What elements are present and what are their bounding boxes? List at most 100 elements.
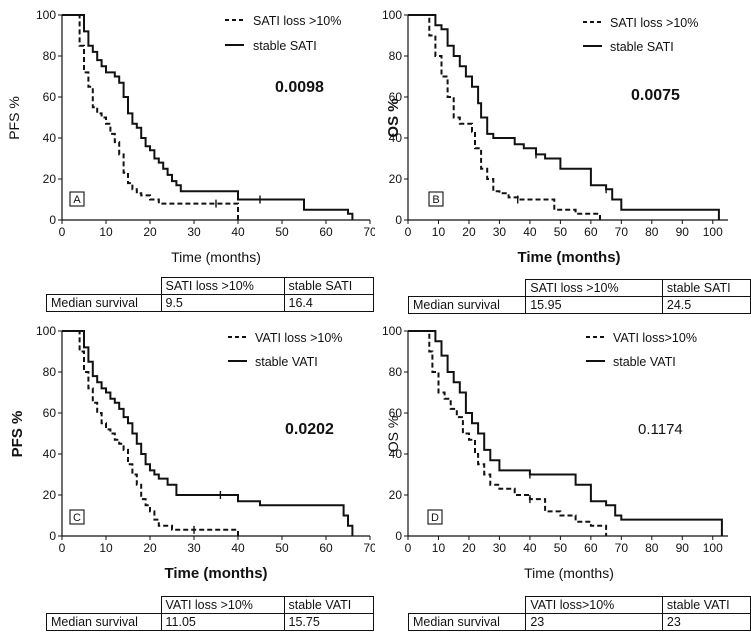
- km-panel-a: PFS % Time (months) 0.0098 SATI loss >10…: [6, 8, 375, 265]
- x-tick-label: 70: [615, 541, 629, 555]
- panel-label-box: [427, 509, 443, 525]
- table-header: SATI loss >10%: [160, 277, 285, 295]
- panel-label: B: [432, 194, 439, 206]
- x-tick-label: 50: [554, 541, 568, 555]
- x-tick-label: 90: [676, 225, 690, 239]
- table-row-label: Median survival: [46, 294, 162, 312]
- y-tick-label: 80: [389, 365, 403, 379]
- km-curve-dashed: [62, 330, 239, 536]
- y-tick-label: 80: [43, 49, 57, 63]
- x-tick-label: 30: [187, 541, 201, 555]
- x-tick-label: 60: [584, 225, 598, 239]
- x-tick-label: 50: [554, 225, 568, 239]
- x-tick-label: 20: [462, 225, 476, 239]
- x-tick-label: 40: [523, 225, 537, 239]
- legend-label-1: VATI loss>10%: [613, 331, 697, 345]
- x-tick-label: 80: [645, 541, 659, 555]
- x-tick-label: 70: [615, 225, 629, 239]
- table-header: SATI loss >10%: [525, 279, 663, 297]
- panel-label: A: [73, 194, 81, 206]
- x-tick-label: 10: [432, 541, 446, 555]
- y-axis-label: OS %: [385, 98, 402, 137]
- legend-label-1: VATI loss >10%: [255, 331, 342, 345]
- x-tick-label: 70: [363, 541, 375, 555]
- p-value: 0.0202: [285, 421, 334, 438]
- y-tick-label: 20: [389, 488, 403, 502]
- x-tick-label: 30: [493, 541, 507, 555]
- y-tick-label: 100: [36, 324, 56, 338]
- panel-label-box: [69, 509, 85, 525]
- y-tick-label: 0: [49, 213, 56, 227]
- legend-label-2: stable SATI: [610, 40, 674, 54]
- table-cell: 15.75: [283, 613, 374, 631]
- km-curve-solid: [62, 330, 354, 536]
- table-cell: 11.05: [160, 613, 285, 631]
- x-tick-label: 20: [143, 541, 157, 555]
- y-tick-label: 60: [43, 90, 57, 104]
- panel-label-box: [428, 191, 444, 207]
- km-curve-solid: [62, 14, 354, 220]
- y-tick-label: 40: [389, 447, 403, 461]
- y-tick-label: 60: [389, 90, 403, 104]
- legend: VATI loss >10% stable VATI: [228, 331, 342, 369]
- y-tick-label: 100: [382, 8, 402, 22]
- legend-label-2: stable VATI: [255, 355, 318, 369]
- km-curve-solid: [408, 330, 723, 536]
- table-corner: [408, 596, 527, 614]
- table-corner: [408, 279, 527, 297]
- p-value: 0.1174: [638, 421, 683, 438]
- x-tick-label: 80: [645, 225, 659, 239]
- table-cell: 16.4: [283, 294, 374, 312]
- x-tick-label: 10: [99, 225, 113, 239]
- median-table-c: VATI loss >10% stable VATI Median surviv…: [46, 596, 374, 631]
- km-curve-solid: [408, 14, 720, 220]
- x-tick-label: 0: [59, 225, 66, 239]
- table-corner: [46, 596, 162, 614]
- y-tick-label: 60: [389, 406, 403, 420]
- legend-label-1: SATI loss >10%: [610, 16, 698, 30]
- x-tick-label: 0: [59, 541, 66, 555]
- y-tick-label: 20: [43, 172, 57, 186]
- x-axis-label: Time (months): [524, 565, 614, 581]
- panel-label: C: [73, 512, 81, 524]
- median-table-d: VATI loss>10% stable VATI Median surviva…: [407, 596, 751, 631]
- x-tick-label: 90: [676, 541, 690, 555]
- panel-label: D: [431, 512, 439, 524]
- y-tick-label: 40: [43, 131, 57, 145]
- plot-area: 0 20 40 60 80 100 0 10 20 30 40 50 60 70 80 90 100: [382, 8, 728, 239]
- x-tick-label: 60: [584, 541, 598, 555]
- x-tick-label: 30: [493, 225, 507, 239]
- table-header: stable VATI: [661, 596, 751, 614]
- y-tick-label: 0: [395, 213, 402, 227]
- x-tick-label: 70: [363, 225, 375, 239]
- table-cell: 15.95: [525, 296, 663, 314]
- p-value: 0.0098: [275, 79, 324, 96]
- legend: VATI loss>10% stable VATI: [586, 331, 697, 369]
- table-header: stable SATI: [661, 279, 751, 297]
- table-header: VATI loss >10%: [160, 596, 285, 614]
- y-tick-label: 40: [43, 447, 57, 461]
- p-value: 0.0075: [631, 87, 680, 104]
- table-header: stable SATI: [283, 277, 374, 295]
- table-cell: 9.5: [160, 294, 285, 312]
- x-tick-label: 60: [319, 225, 333, 239]
- table-cell: 23: [525, 613, 663, 631]
- y-tick-label: 80: [43, 365, 57, 379]
- table-cell: 24.5: [661, 296, 751, 314]
- y-tick-label: 80: [389, 49, 403, 63]
- y-axis-label: PFS %: [6, 96, 22, 140]
- y-axis-label: OS %: [385, 416, 401, 453]
- legend-label-2: stable VATI: [613, 355, 676, 369]
- km-panel-c: PFS % Time (months) 0.0202 VATI loss >10…: [9, 324, 375, 582]
- x-tick-label: 20: [462, 541, 476, 555]
- x-tick-label: 10: [432, 225, 446, 239]
- x-axis-label: Time (months): [517, 249, 620, 266]
- x-tick-label: 0: [405, 225, 412, 239]
- x-axis-label: Time (months): [164, 565, 267, 582]
- y-tick-label: 60: [43, 406, 57, 420]
- y-axis-label: PFS %: [9, 411, 26, 458]
- y-tick-label: 40: [389, 131, 403, 145]
- y-tick-label: 20: [43, 488, 57, 502]
- legend-label-1: SATI loss >10%: [253, 14, 341, 28]
- x-tick-label: 10: [99, 541, 113, 555]
